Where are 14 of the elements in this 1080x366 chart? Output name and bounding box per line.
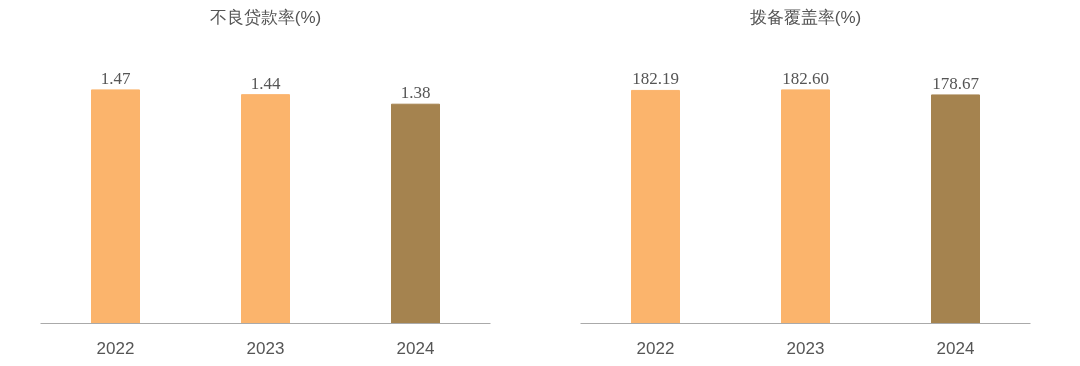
x-tick-label: 2022 — [96, 338, 135, 358]
data-label: 1.47 — [100, 68, 131, 88]
data-label: 182.60 — [782, 68, 829, 88]
x-tick-label: 2024 — [936, 338, 975, 358]
data-label: 178.67 — [932, 73, 980, 93]
chart-title: 拨备覆盖率(%) — [749, 7, 862, 27]
x-tick-label: 2023 — [786, 338, 825, 358]
chart-title: 不良贷款率(%) — [209, 7, 322, 27]
data-label: 1.38 — [400, 83, 431, 103]
data-label: 1.44 — [250, 73, 281, 93]
x-tick-label: 2024 — [396, 338, 435, 358]
x-tick-label: 2023 — [246, 338, 285, 358]
data-label: 182.19 — [632, 69, 679, 89]
x-tick-label: 2022 — [636, 338, 675, 358]
